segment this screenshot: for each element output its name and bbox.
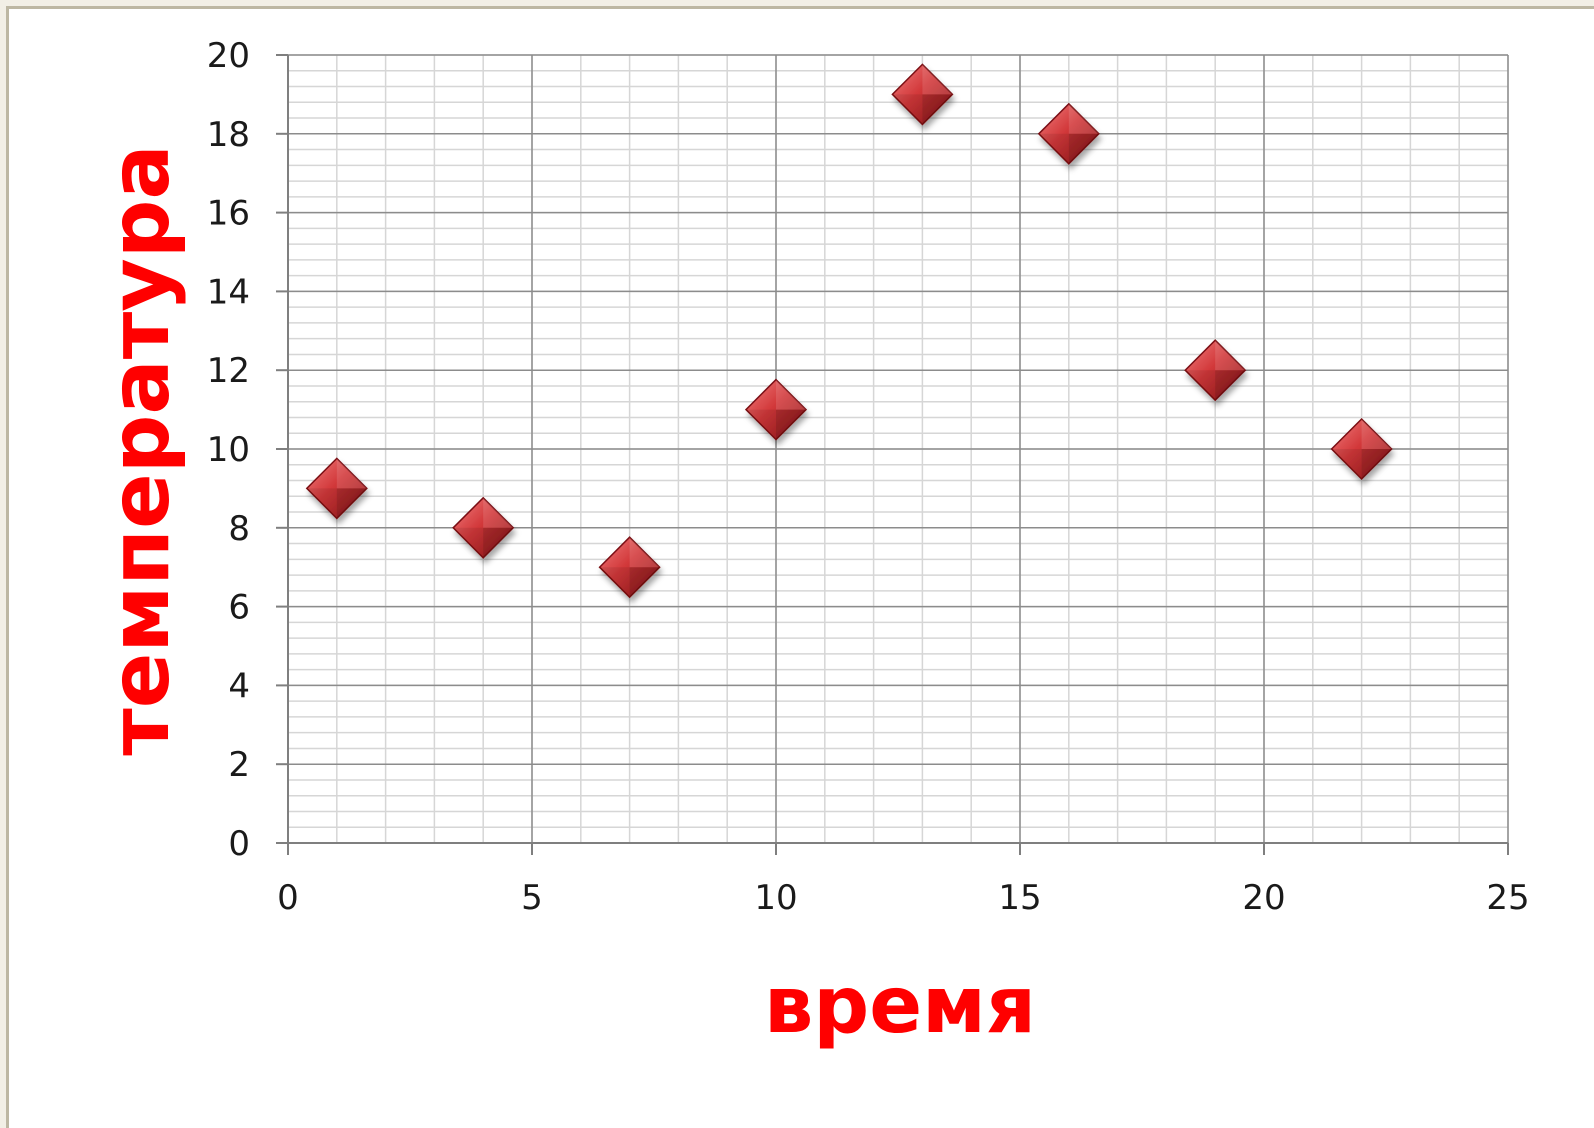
data-point-facet (629, 567, 660, 598)
data-point (452, 496, 515, 559)
data-point-facet (1215, 340, 1246, 371)
data-point-facet (746, 409, 776, 440)
y-tick-label: 14 (207, 272, 250, 312)
data-point-facet (629, 537, 660, 568)
x-tick-label: 5 (521, 878, 543, 918)
data-point-facet (776, 379, 806, 410)
chart-frame (6, 6, 1594, 1128)
y-tick-label: 8 (228, 509, 250, 549)
data-point-facet (1361, 449, 1392, 479)
data-point (1037, 102, 1100, 165)
y-axis-title: температура (93, 144, 188, 755)
data-point-facet (336, 488, 367, 519)
x-tick-label: 0 (277, 878, 299, 918)
x-tick-label: 20 (1242, 878, 1285, 918)
data-point-facet (1361, 419, 1392, 449)
data-point-facet (922, 64, 953, 95)
y-tick-label: 6 (228, 588, 250, 628)
data-point-facet (1185, 370, 1216, 401)
data-point (305, 457, 368, 520)
x-axis-title: время (764, 961, 1036, 1051)
data-point-facet (453, 527, 484, 558)
x-tick-label: 10 (754, 878, 797, 918)
data-point (891, 63, 954, 126)
major-gridlines (287, 54, 1509, 844)
data-point-facet (483, 527, 514, 558)
y-tick-label: 12 (207, 351, 250, 391)
data-point-facet (599, 567, 630, 598)
y-tick-label: 20 (207, 36, 250, 76)
data-point-facet (892, 94, 923, 125)
data-point-facet (1068, 103, 1099, 134)
x-tick-labels: 0 5 10 15 20 25 (277, 878, 1529, 918)
data-point (1184, 339, 1247, 402)
data-point-facet (1331, 449, 1362, 479)
x-tick-label: 25 (1486, 878, 1529, 918)
y-tick-label: 0 (228, 824, 250, 864)
y-tick-label: 2 (228, 745, 250, 785)
x-tick-label: 15 (998, 878, 1041, 918)
data-point (598, 536, 661, 599)
y-tick-label: 4 (228, 666, 250, 706)
data-point-facet (1038, 133, 1069, 164)
data-point-facet (483, 497, 514, 528)
data-point-facet (336, 458, 367, 489)
y-tick-labels: 0 2 4 6 8 10 12 14 16 18 20 (207, 36, 250, 864)
data-point-facet (306, 488, 337, 519)
axes (276, 54, 1509, 855)
data-point-facet (922, 94, 953, 125)
y-tick-label: 16 (207, 194, 250, 234)
y-tick-label: 10 (207, 430, 250, 470)
data-points (305, 63, 1393, 599)
data-point-facet (1215, 370, 1246, 401)
data-point (744, 378, 808, 441)
y-tick-label: 18 (207, 115, 250, 155)
data-point (1330, 417, 1393, 481)
data-point-facet (776, 409, 806, 440)
data-point-facet (1068, 133, 1099, 164)
